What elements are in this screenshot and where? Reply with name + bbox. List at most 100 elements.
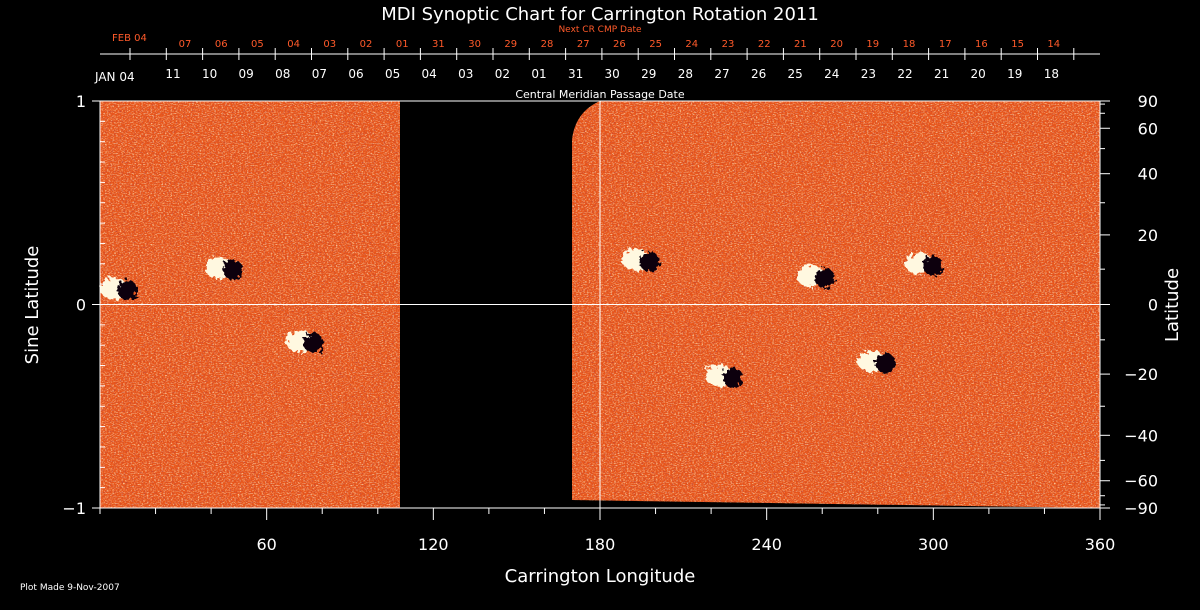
y-right-tick-label: 90 [1138, 92, 1158, 111]
cmp-date-label: 05 [385, 67, 400, 81]
next-cr-date-label: 29 [504, 39, 517, 50]
next-cr-date-label: 26 [613, 39, 626, 50]
cmp-date-label: 29 [641, 67, 656, 81]
cmp-date-axis: JAN 04 11 10 09 08 07 06 05 04 03 02 01 31 30 29 28 27 2… [94, 67, 1059, 101]
y-left-tick-label: 0 [76, 296, 86, 315]
cmp-date-label: 18 [1044, 67, 1059, 81]
y-axis-right: 90 60 40 20 0 −20 −40 −60 −90 [1100, 92, 1158, 518]
plot-area [99, 100, 1101, 509]
cmp-date-label: 30 [605, 67, 620, 81]
region-negative-polarity [303, 333, 324, 354]
cmp-date-label: 22 [897, 67, 912, 81]
x-tick-label: 120 [418, 535, 449, 554]
active-region [857, 350, 896, 374]
region-negative-polarity [117, 280, 138, 301]
next-cr-date-label: 15 [1011, 39, 1024, 50]
cmp-date-label: 11 [165, 67, 180, 81]
y-right-tick-label: −40 [1124, 426, 1158, 445]
next-cr-date-label: 18 [903, 39, 916, 50]
region-negative-polarity [223, 259, 243, 280]
next-cr-date-label: 02 [360, 39, 373, 50]
next-cr-date-label: 03 [323, 39, 336, 50]
next-cr-first-label: FEB 04 [112, 33, 147, 44]
next-cr-date-label: 19 [866, 39, 879, 50]
next-cr-date-label: 24 [685, 39, 698, 50]
next-cr-date-label: 27 [577, 39, 590, 50]
next-cr-date-label: 21 [794, 39, 807, 50]
next-cr-date-label: 31 [432, 39, 445, 50]
next-cr-axis-title: Next CR CMP Date [558, 25, 642, 35]
next-cr-date-axis: Next CR CMP Date FEB 04 07 06 05 04 03 02 01 31… [100, 25, 1100, 60]
active-region [99, 277, 138, 301]
x-tick-label: 180 [585, 535, 616, 554]
y-right-tick-label: 40 [1138, 165, 1158, 184]
next-cr-date-label: 06 [215, 39, 228, 50]
next-cr-date-label: 23 [722, 39, 735, 50]
x-tick-label: 360 [1085, 535, 1116, 554]
active-region [621, 248, 660, 272]
cmp-date-label: 31 [568, 67, 583, 81]
next-cr-date-label: 20 [830, 39, 843, 50]
next-cr-date-label: 05 [251, 39, 264, 50]
next-cr-date-label: 01 [396, 39, 409, 50]
next-cr-date-label: 30 [468, 39, 481, 50]
y-right-tick-label: 0 [1148, 296, 1158, 315]
x-axis-label: Carrington Longitude [505, 566, 696, 587]
next-cr-date-label: 16 [975, 39, 988, 50]
y-right-tick-label: 20 [1138, 226, 1158, 245]
active-region [796, 265, 835, 289]
next-cr-date-label: 17 [939, 39, 952, 50]
cmp-date-label: 06 [348, 67, 363, 81]
cmp-date-label: 21 [934, 67, 949, 81]
next-cr-date-label: 14 [1047, 39, 1060, 50]
y-right-tick-label: −60 [1124, 472, 1158, 491]
cmp-date-label: 20 [971, 67, 986, 81]
region-negative-polarity [923, 255, 943, 276]
cmp-date-label: 07 [312, 67, 327, 81]
plot-made-footer: Plot Made 9-Nov-2007 [20, 583, 120, 593]
next-cr-date-label: 07 [179, 39, 192, 50]
cmp-date-label: 25 [788, 67, 803, 81]
active-region [905, 252, 943, 276]
cmp-date-label: 23 [861, 67, 876, 81]
y-right-tick-label: −90 [1124, 499, 1158, 518]
cmp-date-label: 04 [422, 67, 437, 81]
cmp-date-label: 08 [275, 67, 290, 81]
cmp-date-label: 27 [714, 67, 729, 81]
cmp-date-label: 10 [202, 67, 217, 81]
next-cr-date-label: 04 [287, 39, 300, 50]
x-tick-label: 240 [751, 535, 782, 554]
cmp-date-label: 28 [678, 67, 693, 81]
cmp-date-label: 19 [1007, 67, 1022, 81]
cmp-first-label: JAN 04 [94, 70, 135, 84]
y-right-tick-label: −20 [1124, 365, 1158, 384]
x-tick-label: 60 [256, 535, 276, 554]
cmp-date-label: 26 [751, 67, 766, 81]
cmp-date-label: 09 [239, 67, 254, 81]
cmp-date-label: 01 [531, 67, 546, 81]
x-axis: 60 120 180 240 300 360 [99, 508, 1116, 554]
y-axis-left: 1 0 −1 [62, 92, 105, 518]
y-left-tick-label: −1 [62, 499, 86, 518]
active-region [285, 330, 324, 354]
cmp-date-label: 24 [824, 67, 839, 81]
region-negative-polarity [639, 251, 660, 272]
active-region [705, 364, 743, 388]
chart-title: MDI Synoptic Chart for Carrington Rotati… [381, 4, 819, 25]
region-negative-polarity [814, 268, 835, 289]
region-negative-polarity [723, 367, 743, 388]
cmp-axis-title: Central Meridian Passage Date [515, 88, 684, 101]
y-axis-right-label: Latitude [1162, 268, 1183, 342]
cmp-date-label: 02 [495, 67, 510, 81]
next-cr-date-label: 22 [758, 39, 771, 50]
y-right-tick-label: 60 [1138, 119, 1158, 138]
next-cr-date-label: 28 [541, 39, 554, 50]
y-left-tick-label: 1 [76, 92, 86, 111]
region-negative-polarity [875, 353, 896, 374]
next-cr-date-label: 25 [649, 39, 662, 50]
x-tick-label: 300 [918, 535, 949, 554]
cmp-date-label: 03 [458, 67, 473, 81]
y-axis-left-label: Sine Latitude [22, 246, 43, 365]
active-region [205, 256, 243, 280]
